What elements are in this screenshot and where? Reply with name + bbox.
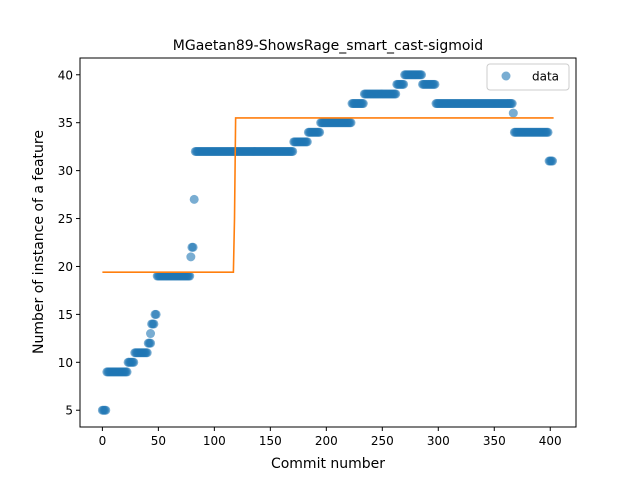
- data-point: [188, 242, 198, 252]
- data-point: [129, 357, 139, 367]
- data-point: [315, 127, 325, 137]
- x-tick-label: 0: [99, 434, 107, 448]
- chart-title: MGaetan89-ShowsRage_smart_cast-sigmoid: [173, 38, 483, 54]
- x-tick-label: 150: [259, 434, 282, 448]
- data-point: [151, 309, 161, 319]
- x-axis-label: Commit number: [271, 456, 385, 472]
- data-point: [302, 137, 312, 147]
- data-point: [146, 329, 156, 339]
- plot-area: [79, 57, 577, 428]
- y-tick-label: 25: [58, 212, 73, 226]
- x-tick-label: 200: [315, 434, 338, 448]
- y-axis: 5 10 15 20 25 30 35 40: [58, 68, 80, 418]
- series-layer: [97, 70, 557, 415]
- y-tick-label: 30: [58, 164, 73, 178]
- x-tick-label: 100: [203, 434, 226, 448]
- legend-label-data: data: [532, 70, 559, 84]
- data-point: [189, 194, 199, 204]
- legend: data: [486, 63, 570, 91]
- x-tick-label: 300: [427, 434, 450, 448]
- x-tick-label: 250: [371, 434, 394, 448]
- data-point: [146, 338, 156, 348]
- y-tick-label: 20: [58, 260, 73, 274]
- data-point: [547, 156, 557, 166]
- y-tick-label: 5: [65, 404, 73, 418]
- data-point: [149, 319, 159, 329]
- axes-frame: [79, 57, 577, 428]
- data-point: [288, 146, 298, 156]
- data-point: [186, 252, 196, 262]
- data-point: [416, 70, 426, 80]
- y-tick-label: 40: [58, 68, 73, 82]
- data-point: [508, 108, 518, 118]
- fit-line: [102, 117, 554, 274]
- y-tick-label: 35: [58, 116, 73, 130]
- legend-box: [486, 63, 570, 91]
- data-point: [430, 79, 440, 89]
- data-point: [101, 405, 111, 415]
- data-point: [142, 348, 152, 358]
- x-tick-label: 50: [151, 434, 166, 448]
- data-point: [399, 79, 409, 89]
- x-axis: 0 50 100 150 200 250 300 350 400: [99, 427, 562, 448]
- data-point: [507, 99, 517, 109]
- data-point: [346, 118, 356, 128]
- y-axis-label: Number of instance of a feature: [31, 130, 47, 354]
- data-point: [122, 367, 132, 377]
- data-point: [185, 271, 195, 281]
- x-tick-label: 350: [483, 434, 506, 448]
- y-tick-label: 15: [58, 308, 73, 322]
- data-point: [543, 127, 553, 137]
- y-tick-label: 10: [58, 356, 73, 370]
- data-points: [97, 70, 557, 415]
- data-point: [391, 89, 401, 99]
- legend-marker-data: [501, 71, 511, 81]
- data-point: [358, 99, 368, 109]
- axes-background: [80, 58, 576, 427]
- x-tick-label: 400: [539, 434, 562, 448]
